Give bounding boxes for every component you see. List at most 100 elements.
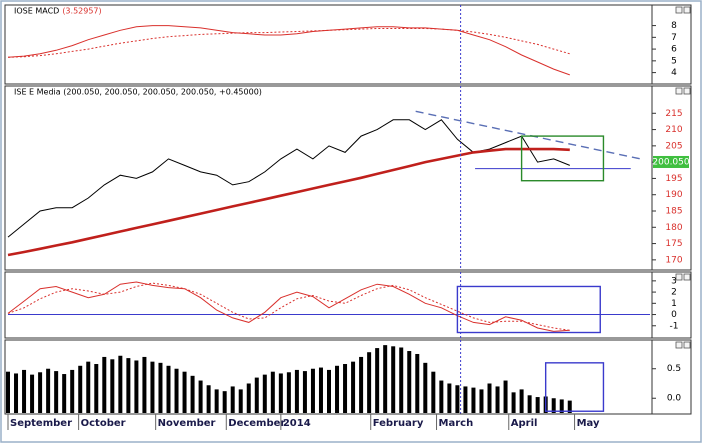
panel-button bbox=[683, 6, 691, 14]
series-line bbox=[7, 25, 570, 76]
bar bbox=[270, 371, 275, 413]
bar bbox=[415, 353, 420, 413]
y-tick-label: 0 bbox=[671, 310, 677, 320]
y-tick-label: 3 bbox=[671, 276, 677, 286]
bar bbox=[118, 355, 123, 413]
panel-button bbox=[675, 341, 683, 349]
bar bbox=[567, 400, 572, 413]
bar bbox=[423, 362, 428, 413]
bar bbox=[30, 374, 35, 413]
bar bbox=[254, 377, 259, 413]
bar bbox=[327, 369, 331, 413]
bar bbox=[110, 359, 115, 413]
x-tick-label: December bbox=[228, 418, 285, 429]
y-tick-label: 0.0 bbox=[667, 394, 682, 404]
bar bbox=[487, 383, 492, 413]
x-tick-label: October bbox=[81, 418, 126, 429]
bar bbox=[495, 386, 500, 413]
bar bbox=[278, 373, 283, 413]
panel-button bbox=[683, 341, 691, 349]
bar bbox=[335, 365, 340, 413]
bar bbox=[439, 380, 444, 413]
bar bbox=[78, 365, 83, 413]
bar bbox=[22, 369, 27, 413]
y-tick-label: 175 bbox=[665, 239, 682, 249]
bar bbox=[463, 386, 468, 413]
series-line bbox=[7, 281, 570, 332]
bar bbox=[102, 356, 107, 413]
y-tick-label: 170 bbox=[665, 255, 682, 265]
panel bbox=[4, 4, 692, 85]
bar bbox=[14, 373, 19, 413]
bar bbox=[46, 368, 51, 413]
x-tick-label: March bbox=[439, 418, 474, 429]
y-tick-label: 5 bbox=[671, 56, 677, 66]
x-tick-label: April bbox=[511, 418, 538, 429]
bar bbox=[94, 364, 99, 413]
x-tick-label: November bbox=[158, 418, 216, 429]
y-tick-label: 185 bbox=[665, 207, 682, 217]
panel bbox=[4, 85, 692, 271]
y-tick-label: 2 bbox=[671, 288, 677, 298]
bar bbox=[535, 397, 540, 413]
panel bbox=[4, 339, 692, 415]
bar bbox=[126, 358, 131, 413]
panel-button bbox=[675, 87, 683, 95]
bar bbox=[375, 348, 380, 413]
last-value-box bbox=[653, 155, 689, 168]
bar bbox=[302, 371, 307, 413]
bar bbox=[158, 362, 163, 413]
bar bbox=[38, 372, 43, 413]
bar bbox=[527, 395, 532, 413]
bar bbox=[230, 386, 235, 413]
bar bbox=[310, 368, 315, 413]
bar bbox=[238, 389, 243, 413]
bar bbox=[391, 346, 396, 413]
y-tick-label: 190 bbox=[665, 190, 682, 200]
bar bbox=[182, 371, 187, 413]
y-tick-label: 205 bbox=[665, 141, 682, 151]
bar bbox=[70, 369, 75, 413]
bar bbox=[134, 360, 139, 413]
bar bbox=[447, 383, 452, 413]
bar bbox=[551, 398, 556, 413]
bar bbox=[431, 371, 436, 413]
x-tick-label: February bbox=[373, 418, 424, 429]
bar bbox=[246, 383, 251, 413]
highlight-box bbox=[456, 285, 601, 334]
bar bbox=[318, 367, 323, 413]
bar bbox=[359, 356, 364, 413]
bar bbox=[54, 371, 59, 413]
last-value-label: 200.050 bbox=[652, 157, 689, 167]
panel-title: IOSE MACD bbox=[14, 7, 59, 16]
plot-area bbox=[7, 25, 570, 76]
panel-button bbox=[683, 87, 691, 95]
x-tick-label: May bbox=[577, 418, 600, 429]
bar bbox=[62, 374, 67, 413]
bar bbox=[206, 385, 211, 413]
bar bbox=[407, 351, 412, 413]
bar bbox=[399, 347, 404, 413]
x-tick-label: 2014 bbox=[283, 418, 311, 429]
panel-button bbox=[675, 273, 683, 281]
bar bbox=[294, 369, 299, 413]
bar bbox=[86, 361, 91, 413]
y-tick-label: 180 bbox=[665, 223, 682, 233]
bar bbox=[367, 352, 372, 413]
y-tick-label: 1 bbox=[671, 299, 677, 309]
bar bbox=[214, 389, 219, 413]
y-tick-label: 215 bbox=[665, 109, 682, 119]
plot-area bbox=[7, 110, 641, 257]
bar bbox=[471, 387, 476, 413]
bar bbox=[511, 392, 516, 413]
y-tick-label: 210 bbox=[665, 125, 682, 135]
highlight-box bbox=[520, 135, 605, 182]
x-tick-label: September bbox=[10, 418, 72, 429]
bar bbox=[479, 389, 484, 413]
plot-area bbox=[7, 281, 650, 334]
highlight-box bbox=[544, 362, 605, 412]
y-tick-label: 195 bbox=[665, 174, 682, 184]
y-tick-label: 7 bbox=[671, 33, 677, 43]
panel-button bbox=[683, 273, 691, 281]
